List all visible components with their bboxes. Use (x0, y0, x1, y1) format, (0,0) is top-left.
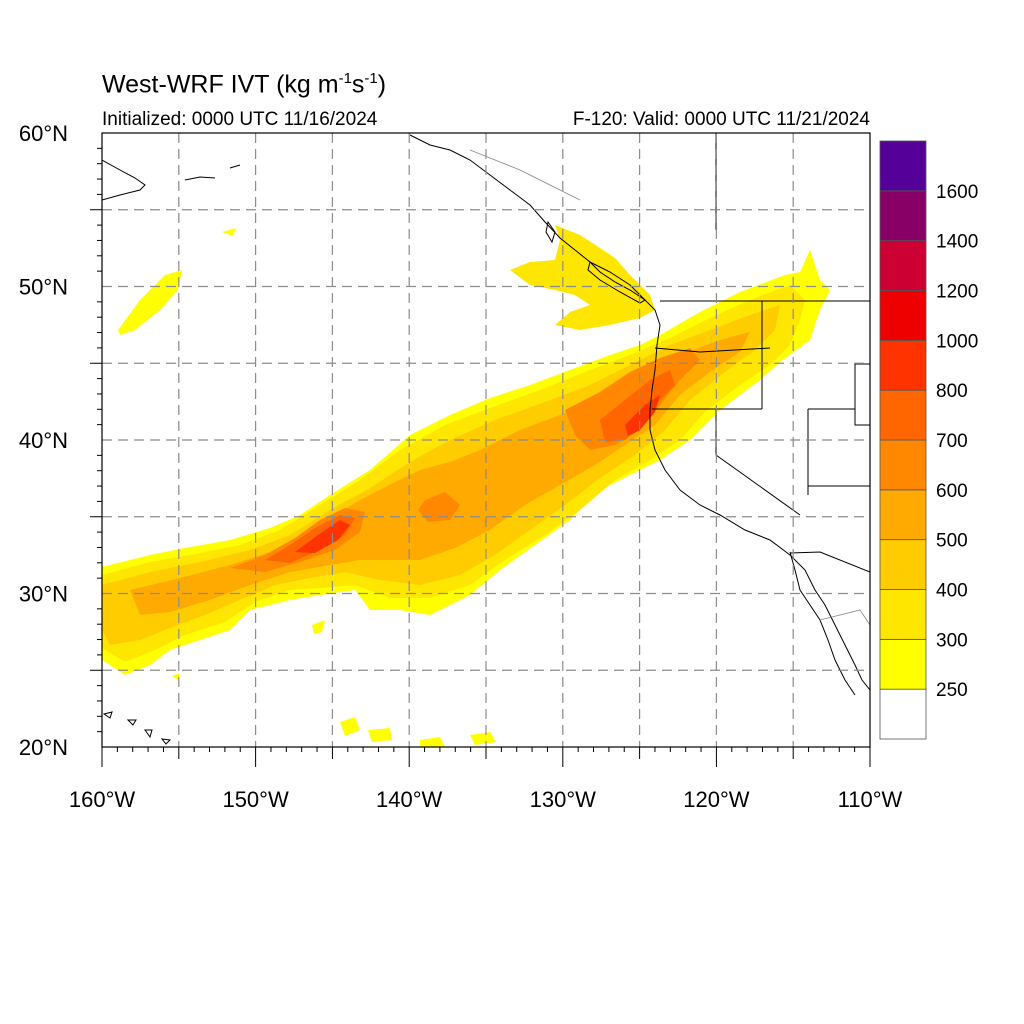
colorbar-swatch (879, 439, 927, 491)
latitude-labels: 20°N 30°N 40°N 50°N 60°N (19, 121, 68, 760)
map-frame-content (102, 133, 870, 747)
colorbar-label: 800 (936, 381, 968, 402)
colorbar-swatch (879, 539, 927, 590)
us-mexico-border (789, 551, 870, 573)
hawaii-islands (102, 711, 172, 745)
ivt-region-600 (230, 348, 700, 572)
alaska-coastline (102, 159, 146, 201)
lat-label: 50°N (19, 275, 68, 300)
colorbar: 250 300 400 500 600 700 800 1000 1200 1400 1600 (879, 140, 978, 740)
colorbar-label: 1400 (936, 232, 978, 253)
mexico-state-border (819, 609, 870, 626)
lon-label: 140°W (376, 787, 443, 812)
longitude-labels: 160°W 150°W 140°W 130°W 120°W 110°W (69, 787, 903, 812)
lat-label: 30°N (19, 582, 68, 607)
initialized-label: Initialized: 0000 UTC 11/16/2024 (102, 109, 378, 130)
colorbar-label: 250 (936, 680, 968, 701)
colorbar-swatch (879, 589, 927, 640)
colorbar-label: 700 (936, 431, 968, 452)
colorbar-swatch (879, 339, 927, 391)
colorbar-swatch (879, 190, 927, 242)
colorbar-label: 300 (936, 630, 968, 651)
california-nevada-border (715, 409, 801, 516)
colorbar-swatch (879, 140, 927, 192)
axis-ticks (90, 147, 871, 767)
ivt-region-800 (295, 395, 660, 553)
gridlines (102, 133, 870, 747)
aleutian-islands (184, 164, 241, 181)
lat-label: 60°N (19, 121, 68, 146)
secondary-borders (469, 149, 870, 626)
ivt-region-700 (265, 370, 675, 563)
map-title: West-WRF IVT (kg m-1s-1) (102, 70, 387, 99)
colorbar-label: 500 (936, 531, 968, 552)
colorbar-swatch (879, 638, 927, 690)
montana-border (854, 363, 870, 409)
ivt-region-north-band (510, 225, 655, 330)
lon-label: 120°W (683, 787, 750, 812)
washington-oregon-border (654, 347, 771, 353)
colorbar-swatch (879, 290, 927, 341)
baja-california-coastline (789, 551, 856, 696)
colorbar-label: 600 (936, 481, 968, 502)
valid-time-label: F-120: Valid: 0000 UTC 11/21/2024 (572, 109, 870, 130)
colorbar-swatch (879, 240, 927, 291)
canada-province-border (469, 149, 581, 201)
lon-label: 110°W (838, 787, 903, 812)
colorbar-label: 1600 (936, 182, 978, 203)
lon-label: 150°W (222, 787, 289, 812)
ivt-shading (102, 225, 830, 747)
lat-label: 20°N (19, 735, 68, 760)
colorbar-label: 400 (936, 581, 968, 602)
lon-label: 160°W (69, 787, 136, 812)
lat-label: 40°N (19, 428, 68, 453)
colorbar-label: 1200 (936, 282, 978, 303)
colorbar-swatch (879, 389, 927, 441)
colorbar-swatch (879, 688, 927, 740)
lon-label: 130°W (530, 787, 597, 812)
utah-border (808, 408, 870, 487)
haida-gwaii (545, 220, 556, 244)
coastlines (102, 134, 870, 745)
ivt-region-north-patch (118, 270, 182, 335)
colorbar-label: 1000 (936, 331, 978, 352)
colorbar-swatch (879, 489, 927, 541)
north-america-coastline (409, 134, 870, 691)
